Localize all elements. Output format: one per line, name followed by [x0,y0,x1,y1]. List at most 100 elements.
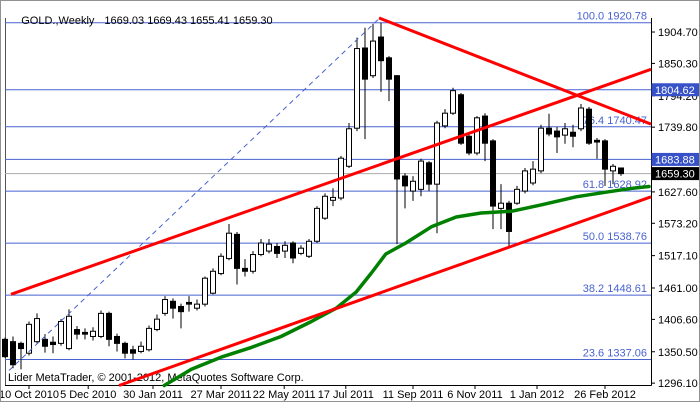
moving-average-line[interactable] [162,184,651,388]
y-axis-label: 1850.30 [658,58,698,70]
candle-56 [450,87,456,115]
candle-40 [322,193,328,220]
candle-51 [410,176,416,201]
candle-71 [570,124,576,148]
candle-37 [298,245,304,256]
candle-29 [234,232,240,285]
candle-2 [18,341,24,370]
candle-27 [218,253,224,276]
x-axis-label: 17 Jul 2011 [318,389,374,401]
candle-60 [482,113,488,162]
candle-44 [354,37,360,132]
price-badge-1659.30 [651,167,699,181]
candle-69 [554,127,560,153]
candle-10 [82,328,88,340]
candle-1 [10,336,16,369]
x-axis-label: 6 Nov 2011 [447,389,502,401]
candle-41 [330,188,336,207]
y-axis-label: 1573.20 [658,218,698,230]
dashed-guideline[interactable] [8,16,382,371]
x-axis-label: 1 Jan 2012 [510,389,564,401]
y-axis-label: 1627.60 [658,187,698,199]
candle-8 [66,309,72,351]
candle-16 [130,345,136,360]
candle-11 [90,327,96,341]
candle-73 [586,106,592,145]
candle-14 [114,333,120,352]
candle-20 [162,296,168,316]
candle-66 [530,161,536,186]
candle-13 [106,311,112,347]
x-axis-label: 5 Dec 2010 [60,389,116,401]
candle-53 [426,161,432,192]
candle-76 [610,163,616,185]
fib-label-38.2: 38.2 1448.61 [583,283,647,295]
candle-68 [546,113,552,137]
candle-58 [466,132,472,156]
candle-47 [378,22,384,92]
candle-30 [242,259,248,277]
candle-4 [34,313,40,344]
candle-9 [74,326,80,340]
x-axis-label: 11 Sep 2011 [383,389,444,401]
candle-46 [370,23,376,78]
y-axis-label: 1739.80 [658,122,698,134]
candle-72 [578,103,584,132]
candle-67 [538,124,544,174]
candlesticks [2,22,624,370]
candle-62 [498,184,504,230]
candle-65 [522,168,528,194]
y-axis-label: 1517.10 [658,251,698,263]
y-axis-label: 1350.50 [658,347,698,359]
fib-label-23.6: 23.6 1337.06 [583,348,647,360]
price-badge-label: 1804.62 [655,85,695,97]
price-badge-label: 1683.88 [655,154,695,166]
candle-18 [146,325,152,352]
x-axis-label: 10 Oct 2010 [1,389,59,401]
y-axis-label: 1461.00 [658,283,698,295]
candle-75 [602,139,608,186]
x-axis-label: 26 Feb 2012 [574,389,636,401]
candle-5 [42,334,48,353]
candle-15 [122,341,128,359]
y-axis-label: 1296.10 [658,378,698,390]
candle-22 [178,303,184,329]
fib-label-100.0: 100.0 1920.78 [577,11,647,23]
x-axis-label: 30 Jan 2011 [123,389,183,401]
candle-43 [346,123,352,168]
candle-6 [50,336,56,354]
ascending-channel-lower[interactable] [118,195,652,387]
price-badge-label: 1659.30 [655,169,695,181]
y-axis-label: 1406.60 [658,314,698,326]
candle-55 [442,109,448,129]
candle-7 [58,319,64,346]
chart-title: GOLD.,Weekly 1669.03 1669.43 1655.41 1659… [9,3,273,39]
candle-32 [258,238,264,257]
candle-50 [402,173,408,209]
candle-74 [594,138,600,159]
fib-label-50.0: 50.0 1538.76 [583,231,647,243]
descending-trendline[interactable] [378,16,652,126]
y-axis-label: 1904.70 [658,27,698,39]
candle-63 [506,200,512,249]
candle-23 [186,296,192,312]
candle-24 [194,299,200,311]
candle-36 [290,241,296,264]
candle-34 [274,243,280,258]
candle-61 [490,139,496,230]
chart-ohlc-values: 1669.03 1669.43 1655.41 1659.30 [104,15,273,27]
copyright-text: Lider MetaTrader, © 2001-2012, MetaQuote… [8,372,304,384]
price-badge-1683.88 [651,152,699,166]
fib-label-76.4: 76.4 1740.47 [583,115,647,127]
ascending-channel-upper[interactable] [10,67,652,296]
candle-39 [314,206,320,243]
candle-28 [226,223,232,261]
candle-33 [266,238,272,254]
candle-21 [170,298,176,319]
candle-77 [618,167,624,176]
price-badge-1804.62 [651,83,699,97]
candle-48 [386,56,392,102]
candle-26 [210,268,216,295]
